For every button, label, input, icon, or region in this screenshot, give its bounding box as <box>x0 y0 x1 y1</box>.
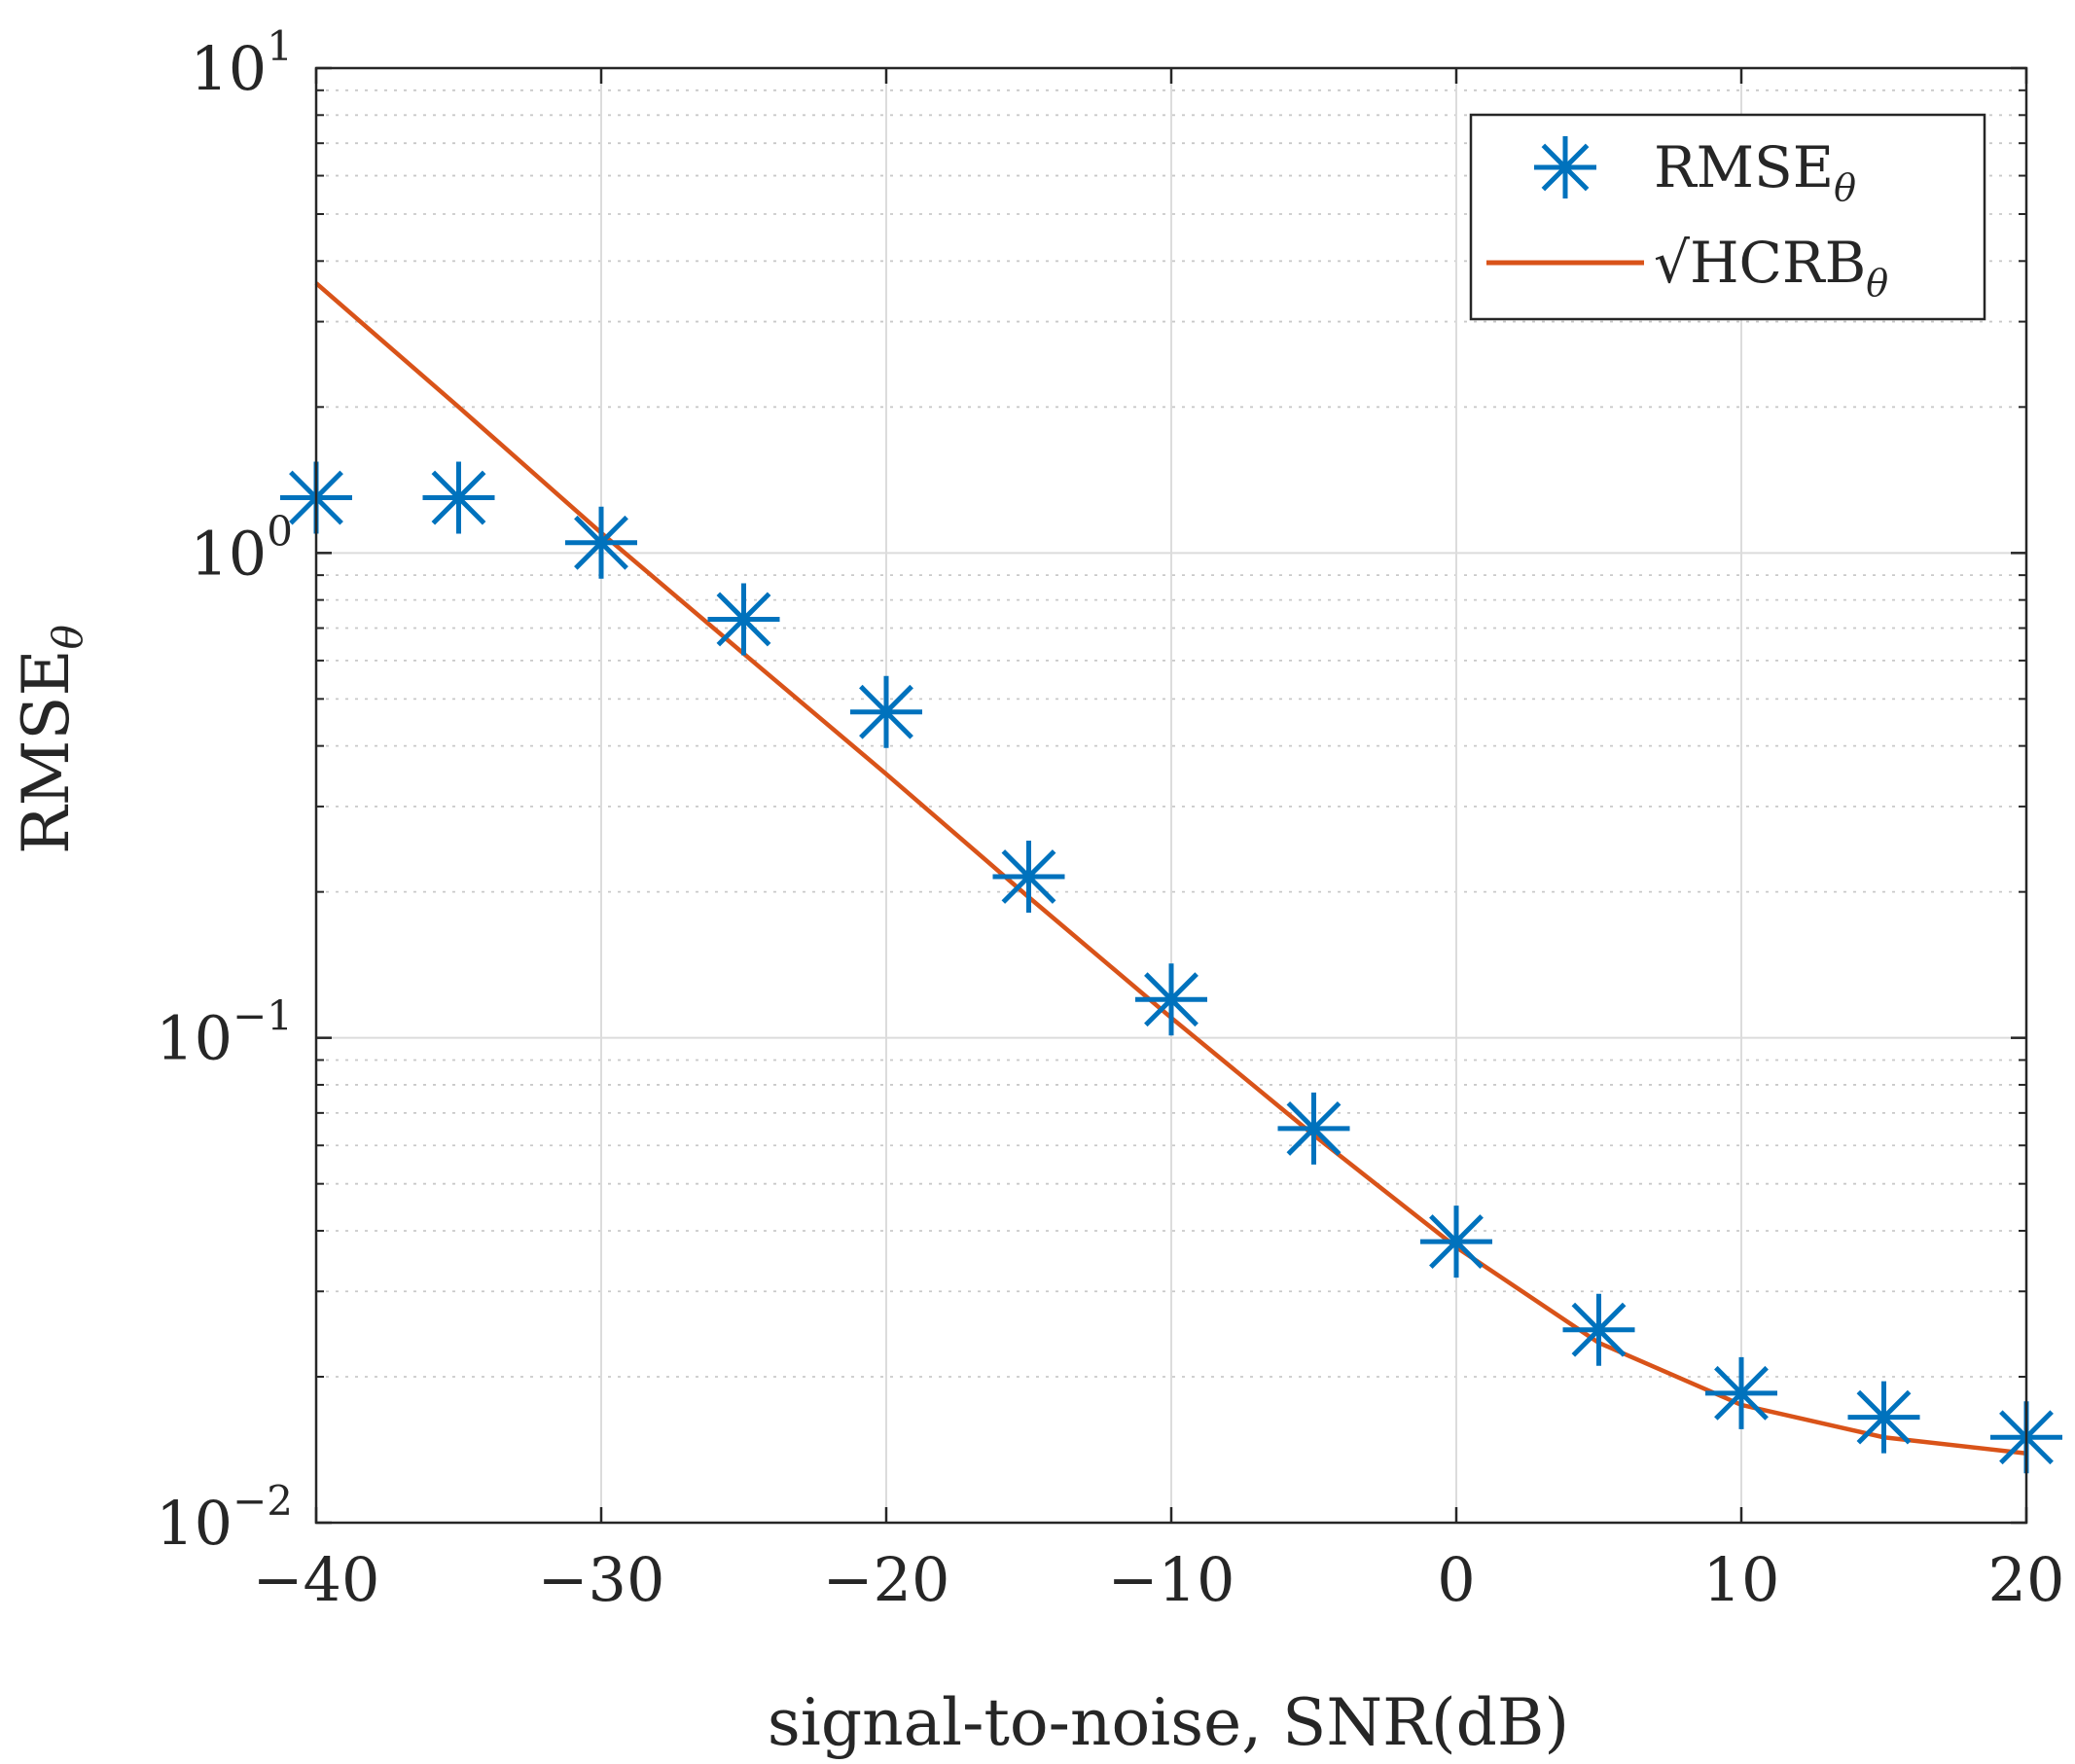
legend-marker-rmse <box>1534 136 1596 198</box>
axes <box>314 66 2028 1525</box>
data-point-rmse <box>850 675 922 748</box>
tick-labels: −40 −30 −20 −10 0 10 20 101 100 10−1 10−2 <box>156 22 2064 1615</box>
x-tick-label: −40 <box>253 1544 380 1615</box>
y-axis-label: RMSEθ <box>9 625 91 854</box>
y-tick-label: 100 <box>190 507 293 589</box>
x-tick-label: −10 <box>1108 1544 1235 1615</box>
x-tick-label: 0 <box>1437 1544 1475 1615</box>
legend-label-rmse: RMSEθ <box>1654 134 1856 209</box>
legend: RMSEθ √HCRBθ <box>1469 113 1986 321</box>
data-point-rmse <box>422 461 495 534</box>
y-tick-label: 10−2 <box>156 1477 293 1559</box>
y-axis-label-main: RMSE <box>9 649 84 854</box>
x-axis-label: signal-to-noise, SNR(dB) <box>768 1685 1569 1760</box>
data-point-rmse <box>1847 1381 1920 1454</box>
x-tick-label: −20 <box>823 1544 950 1615</box>
data-point-rmse <box>707 583 780 656</box>
data-point-rmse <box>1420 1206 1492 1278</box>
data-point-rmse <box>1277 1092 1350 1165</box>
data-point-rmse <box>565 506 637 579</box>
data-point-rmse <box>1135 963 1207 1036</box>
x-tick-label: 10 <box>1703 1544 1780 1615</box>
x-tick-label: 20 <box>1988 1544 2065 1615</box>
legend-box <box>1469 113 1986 321</box>
data-point-rmse <box>1705 1356 1777 1429</box>
y-axis-label-sub: θ <box>44 625 91 649</box>
data-point-rmse <box>1562 1293 1635 1366</box>
legend-label-hcrb: √HCRBθ <box>1654 230 1888 305</box>
data-point-rmse <box>992 841 1065 914</box>
legend-marker-rmse-glyph <box>1534 136 1596 198</box>
y-tick-label: 10−1 <box>156 992 293 1074</box>
y-tick-label: 101 <box>190 22 293 104</box>
x-tick-label: −30 <box>538 1544 665 1615</box>
